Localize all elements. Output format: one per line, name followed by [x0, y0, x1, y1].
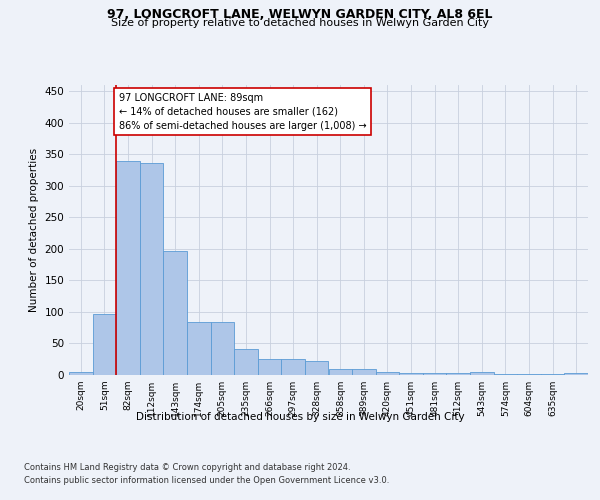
Bar [352, 368, 376, 375]
Bar [470, 372, 494, 375]
Text: Distribution of detached houses by size in Welwyn Garden City: Distribution of detached houses by size … [136, 412, 464, 422]
Bar [234, 348, 258, 375]
Bar [376, 372, 399, 375]
Bar [565, 373, 588, 375]
Bar [305, 361, 329, 375]
Bar [211, 322, 234, 375]
Text: Size of property relative to detached houses in Welwyn Garden City: Size of property relative to detached ho… [111, 18, 489, 28]
Bar [399, 373, 423, 375]
Bar [446, 373, 470, 375]
Bar [494, 374, 517, 375]
Bar [281, 359, 305, 375]
Bar [541, 374, 565, 375]
Text: Contains HM Land Registry data © Crown copyright and database right 2024.: Contains HM Land Registry data © Crown c… [24, 462, 350, 471]
Text: 97, LONGCROFT LANE, WELWYN GARDEN CITY, AL8 6EL: 97, LONGCROFT LANE, WELWYN GARDEN CITY, … [107, 8, 493, 20]
Bar [92, 314, 116, 375]
Bar [116, 160, 140, 375]
Bar [140, 162, 163, 375]
Bar [258, 359, 281, 375]
Bar [69, 372, 92, 375]
Bar [163, 251, 187, 375]
Bar [517, 374, 541, 375]
Y-axis label: Number of detached properties: Number of detached properties [29, 148, 39, 312]
Text: 97 LONGCROFT LANE: 89sqm
← 14% of detached houses are smaller (162)
86% of semi-: 97 LONGCROFT LANE: 89sqm ← 14% of detach… [119, 92, 366, 130]
Text: Contains public sector information licensed under the Open Government Licence v3: Contains public sector information licen… [24, 476, 389, 485]
Bar [423, 373, 446, 375]
Bar [329, 370, 352, 375]
Bar [187, 322, 211, 375]
